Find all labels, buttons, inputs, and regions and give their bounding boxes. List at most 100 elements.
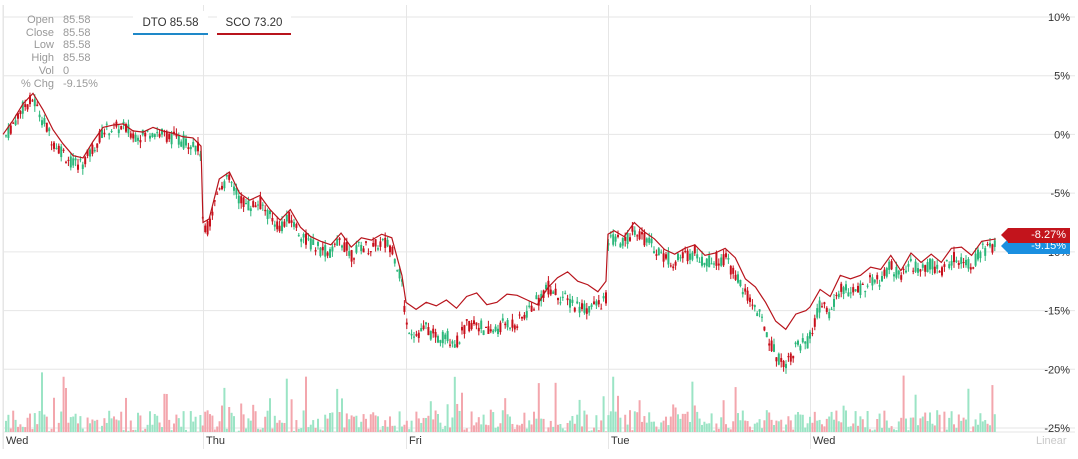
candle-body bbox=[715, 252, 718, 266]
candle-body bbox=[693, 245, 696, 254]
candle-body bbox=[468, 320, 471, 332]
candle-body bbox=[773, 344, 775, 352]
volume-bar bbox=[789, 420, 792, 432]
volume-bar bbox=[77, 423, 79, 432]
volume-bar bbox=[247, 418, 250, 432]
scale-toggle[interactable]: Linear bbox=[1036, 435, 1067, 447]
volume-bar bbox=[252, 404, 255, 432]
volume-bar bbox=[24, 427, 27, 432]
candle-body bbox=[137, 137, 139, 141]
candle-body bbox=[420, 328, 423, 332]
volume-bar bbox=[17, 426, 19, 432]
candle-body bbox=[240, 196, 243, 204]
volume-bar bbox=[537, 383, 540, 432]
candle-body bbox=[662, 253, 665, 262]
volume-bar bbox=[381, 426, 384, 432]
volume-bar bbox=[746, 421, 749, 432]
candle-body bbox=[158, 133, 161, 137]
sco-last-value-tag: -8.27% bbox=[1001, 228, 1070, 243]
volume-bar bbox=[65, 387, 67, 432]
candle-body bbox=[293, 222, 295, 227]
volume-bar bbox=[609, 411, 612, 432]
candle-body bbox=[463, 325, 466, 334]
volume-bar bbox=[168, 419, 171, 432]
candle-body bbox=[156, 132, 159, 134]
volume-bar bbox=[146, 424, 149, 432]
volume-bar bbox=[350, 415, 353, 432]
volume-bar bbox=[81, 428, 84, 432]
candle-body bbox=[739, 279, 742, 287]
volume-bar bbox=[401, 426, 403, 432]
volume-bar bbox=[19, 424, 22, 432]
volume-bar bbox=[525, 428, 528, 432]
volume-bar bbox=[775, 420, 778, 432]
candle-body bbox=[259, 196, 262, 210]
candle-body bbox=[482, 330, 485, 335]
candle-body bbox=[501, 318, 504, 321]
volume-bar bbox=[329, 412, 331, 432]
volume-bar bbox=[276, 422, 279, 432]
candle-body bbox=[288, 212, 291, 224]
volume-bar bbox=[516, 424, 519, 432]
candle-body bbox=[576, 301, 579, 304]
candle-body bbox=[86, 149, 89, 156]
legend-dto[interactable]: DTO 85.58 bbox=[133, 11, 208, 35]
ohlc-value: 85.58 bbox=[63, 39, 91, 52]
candle-body bbox=[89, 149, 91, 157]
candle-body bbox=[177, 135, 180, 145]
candle-body bbox=[936, 264, 939, 269]
candle-body bbox=[914, 261, 917, 272]
candle-body bbox=[895, 266, 898, 278]
candle-body bbox=[261, 204, 264, 206]
candle-body bbox=[225, 175, 228, 177]
volume-bar bbox=[521, 423, 523, 432]
candle-body bbox=[888, 261, 891, 270]
volume-bar bbox=[21, 426, 24, 432]
volume-bar bbox=[962, 417, 965, 432]
candle-body bbox=[405, 322, 408, 325]
volume-bar bbox=[854, 411, 857, 432]
candle-body bbox=[473, 320, 475, 324]
candle-body bbox=[132, 133, 135, 139]
candle-body bbox=[749, 297, 751, 303]
candle-body bbox=[367, 253, 370, 255]
volume-bar bbox=[981, 421, 984, 432]
volume-bar bbox=[818, 419, 821, 432]
candle-body bbox=[43, 118, 46, 124]
volume-bar bbox=[859, 416, 862, 432]
candle-body bbox=[305, 233, 307, 245]
candle-body bbox=[528, 305, 531, 307]
ohlc-value: 85.58 bbox=[63, 52, 91, 65]
candle-body bbox=[938, 271, 941, 273]
candle-body bbox=[105, 123, 108, 125]
candle-body bbox=[600, 308, 603, 310]
candle-body bbox=[17, 113, 19, 119]
volume-bar bbox=[799, 414, 802, 432]
candle-body bbox=[417, 332, 420, 339]
volume-bar bbox=[597, 429, 600, 432]
volume-bar bbox=[451, 417, 454, 432]
volume-bar bbox=[967, 388, 970, 432]
candle-body bbox=[72, 158, 75, 166]
volume-bar bbox=[518, 425, 521, 432]
candle-body bbox=[780, 358, 783, 362]
volume-bar bbox=[53, 397, 55, 432]
volume-bar bbox=[708, 423, 711, 432]
volume-bar bbox=[343, 427, 346, 432]
volume-bar bbox=[989, 425, 991, 432]
volume-bar bbox=[547, 427, 550, 432]
legend-sco[interactable]: SCO 73.20 bbox=[217, 11, 291, 35]
candle-body bbox=[581, 303, 583, 310]
volume-bar bbox=[905, 418, 907, 432]
volume-bar bbox=[696, 411, 699, 432]
candle-body bbox=[31, 100, 34, 102]
candle-body bbox=[432, 328, 435, 334]
volume-bar bbox=[542, 418, 545, 432]
volume-bar bbox=[917, 425, 919, 432]
candle-body bbox=[660, 251, 663, 253]
volume-bar bbox=[782, 430, 785, 432]
volume-bar bbox=[955, 427, 958, 432]
volume-bar bbox=[249, 420, 252, 432]
volume-bar bbox=[43, 414, 46, 432]
volume-bar bbox=[300, 428, 303, 432]
